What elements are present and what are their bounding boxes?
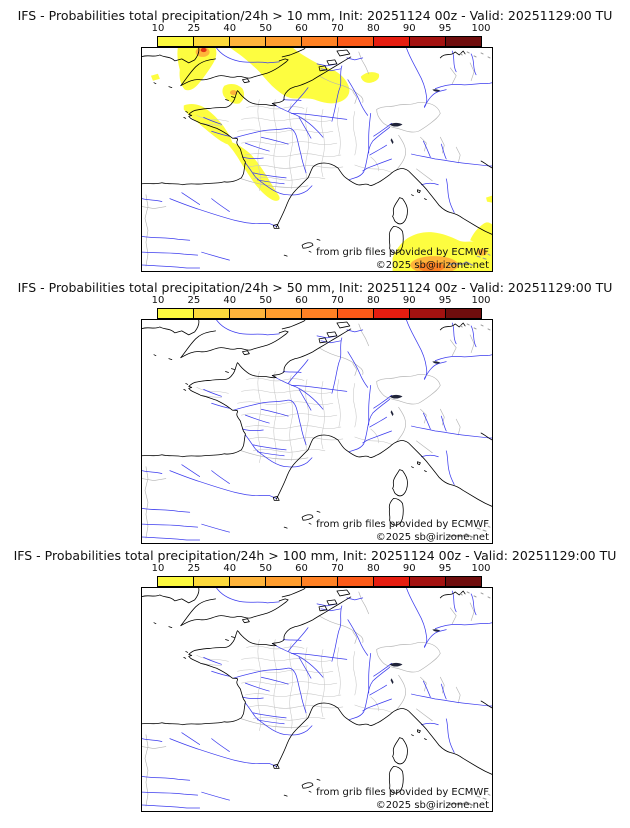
colorbar-segment bbox=[158, 37, 194, 46]
colorbar-segment bbox=[158, 309, 194, 318]
colorbar-segment bbox=[230, 577, 266, 586]
colorbar-segment bbox=[194, 577, 230, 586]
colorbar-tick-labels: 10 25 40 50 60 70 80 90 95 100 bbox=[0, 563, 630, 575]
colorbar-tick-label: 70 bbox=[331, 295, 344, 306]
colorbar-tick-label: 50 bbox=[259, 563, 273, 574]
colorbar-segment bbox=[230, 309, 266, 318]
colorbar-tick-label: 40 bbox=[223, 295, 237, 306]
colorbar-tick-label: 80 bbox=[366, 23, 380, 34]
colorbar-segment bbox=[302, 577, 338, 586]
panel-10mm: IFS - Probabilities total precipitation/… bbox=[0, 8, 630, 276]
colorbar-tick-label: 80 bbox=[366, 295, 380, 306]
colorbar-tick-label: 95 bbox=[438, 23, 452, 34]
colorbar-segment bbox=[410, 309, 446, 318]
colorbar-tick-label: 80 bbox=[366, 563, 380, 574]
ecmwf-attribution: from grib files provided by ECMWF bbox=[316, 247, 489, 258]
copyright-text: ©2025 sb@irizone.net bbox=[375, 260, 489, 271]
colorbar-segment bbox=[302, 309, 338, 318]
colorbar-tick-label: 25 bbox=[187, 23, 201, 34]
colorbar-tick-label: 100 bbox=[471, 563, 491, 574]
probability-map: from grib files provided by ECMWF ©2025 … bbox=[141, 319, 493, 544]
colorbar-tick-label: 100 bbox=[471, 295, 491, 306]
probability-overlay-spot bbox=[200, 48, 207, 53]
map-title: IFS - Probabilities total precipitation/… bbox=[17, 8, 613, 23]
colorbar-segment bbox=[410, 37, 446, 46]
colorbar-segment bbox=[266, 577, 302, 586]
probability-overlay-spot bbox=[418, 262, 445, 271]
colorbar-tick-label: 25 bbox=[187, 563, 201, 574]
colorbar-segment bbox=[446, 309, 481, 318]
colorbar-tick-labels: 10 25 40 50 60 70 80 90 95 100 bbox=[0, 23, 630, 35]
copyright-text: ©2025 sb@irizone.net bbox=[375, 532, 489, 543]
colorbar-segment bbox=[446, 37, 481, 46]
probability-map: from grib files provided by ECMWF ©2025 … bbox=[141, 587, 493, 812]
colorbar-segment bbox=[374, 37, 410, 46]
colorbar-tick-label: 100 bbox=[471, 23, 491, 34]
basemap-svg bbox=[142, 588, 492, 809]
colorbar-tick-label: 70 bbox=[331, 23, 344, 34]
colorbar-tick-label: 25 bbox=[187, 295, 201, 306]
colorbar-segment bbox=[338, 37, 374, 46]
ecmwf-attribution: from grib files provided by ECMWF bbox=[316, 519, 489, 530]
colorbar-segment bbox=[374, 577, 410, 586]
colorbar-tick-label: 60 bbox=[295, 23, 308, 34]
colorbar-tick-label: 95 bbox=[438, 563, 452, 574]
colorbar-tick-label: 50 bbox=[259, 23, 273, 34]
panel-100mm: IFS - Probabilities total precipitation/… bbox=[0, 548, 630, 816]
probability-overlay bbox=[150, 48, 492, 271]
basemap-svg bbox=[142, 320, 492, 541]
colorbar-tick-label: 95 bbox=[438, 295, 452, 306]
colorbar-segment bbox=[410, 577, 446, 586]
colorbar-tick-label: 10 bbox=[151, 563, 165, 574]
probability-overlay-spot bbox=[229, 90, 237, 96]
colorbar-tick-label: 60 bbox=[295, 295, 308, 306]
colorbar-tick-label: 40 bbox=[223, 23, 237, 34]
map-title: IFS - Probabilities total precipitation/… bbox=[13, 548, 617, 563]
colorbar-tick-label: 60 bbox=[295, 563, 308, 574]
colorbar-tick-label: 90 bbox=[402, 295, 416, 306]
colorbar-segment bbox=[374, 309, 410, 318]
panel-50mm: IFS - Probabilities total precipitation/… bbox=[0, 280, 630, 548]
map-title: IFS - Probabilities total precipitation/… bbox=[17, 280, 613, 295]
colorbar-segment bbox=[302, 37, 338, 46]
copyright-text: ©2025 sb@irizone.net bbox=[375, 800, 489, 811]
colorbar-segment bbox=[266, 309, 302, 318]
colorbar-segment bbox=[266, 37, 302, 46]
colorbar-tick-label: 90 bbox=[402, 563, 416, 574]
colorbar-tick-label: 10 bbox=[151, 295, 165, 306]
probability-overlay-spot bbox=[477, 248, 488, 256]
colorbar-segment bbox=[338, 309, 374, 318]
colorbar-segment bbox=[194, 309, 230, 318]
colorbar-segment bbox=[230, 37, 266, 46]
colorbar-segment bbox=[446, 577, 481, 586]
basemap-svg bbox=[142, 48, 492, 271]
colorbar-tick-label: 50 bbox=[259, 295, 273, 306]
probability-map: from grib files provided by ECMWF ©2025 … bbox=[141, 47, 493, 272]
colorbar-segment bbox=[194, 37, 230, 46]
colorbar-tick-labels: 10 25 40 50 60 70 80 90 95 100 bbox=[0, 295, 630, 307]
colorbar-segment bbox=[338, 577, 374, 586]
ecmwf-attribution: from grib files provided by ECMWF bbox=[316, 787, 489, 798]
colorbar bbox=[157, 308, 482, 319]
colorbar-tick-label: 10 bbox=[151, 23, 165, 34]
colorbar-tick-label: 40 bbox=[223, 563, 237, 574]
colorbar bbox=[157, 36, 482, 47]
colorbar bbox=[157, 576, 482, 587]
colorbar-tick-label: 90 bbox=[402, 23, 416, 34]
colorbar-segment bbox=[158, 577, 194, 586]
colorbar-tick-label: 70 bbox=[331, 563, 344, 574]
